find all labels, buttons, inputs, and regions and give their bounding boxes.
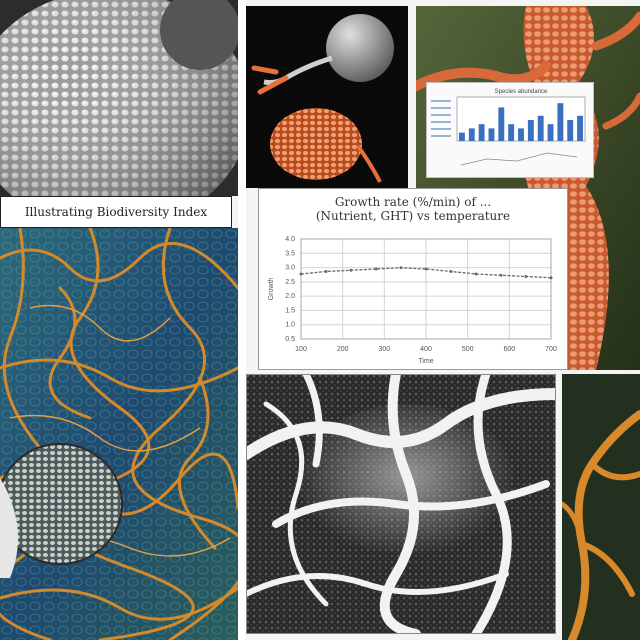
data-point [374,267,378,271]
column-divider [238,0,246,640]
data-point [399,266,403,270]
data-point [449,270,453,273]
figure-caption: Illustrating Biodiversity Index [0,196,232,228]
mini-bar [518,128,524,141]
textured-sphere-photo [0,0,240,196]
plot-area-frame [300,238,552,340]
mini-bar [458,132,465,141]
line-chart: 100 200 300 400 500 600 700 4.0 3.5 3.0 2.5 2.0 1.5 1… [268,236,557,365]
y-axis-label: Growth [268,278,275,301]
mini-bar-chart-card: Species abundance [426,82,594,178]
mini-bar [478,124,485,141]
y-tick-label: 3.0 [285,265,295,272]
y-tick-label: 2.5 [285,279,295,286]
y-tick-label: 2.0 [285,293,295,300]
figure-caption-text: Illustrating Biodiversity Index [24,205,208,219]
y-tick-label: 4.0 [285,236,295,243]
organism-photo [246,6,408,188]
data-point [524,275,528,278]
mini-bar [547,124,554,141]
mini-chart-title: Species abundance [495,89,548,95]
y-tick-label: 1.0 [285,322,295,329]
x-axis-label: Time [418,358,433,365]
mini-bar [508,124,515,141]
mini-bar [527,120,534,141]
chart-title-block: Growth rate (%/min) of ... (Nutrient, GH… [259,195,567,223]
mini-bar [567,120,574,141]
y-tick-label: 3.5 [285,250,295,257]
mini-bar [557,103,564,141]
x-tick-label: 400 [420,346,432,353]
vascular-network-photo [246,374,556,634]
x-tick-label: 300 [378,346,390,353]
mini-bar [577,115,584,141]
data-point [499,273,503,277]
data-point [349,268,353,272]
series-line [300,267,552,279]
x-tick-label: 700 [545,346,557,353]
data-point [549,276,553,280]
data-point [424,267,428,271]
x-tick-label: 200 [337,346,349,353]
mini-bar [488,128,495,141]
mini-bar [537,115,544,141]
mini-trend-line [460,152,578,166]
data-point [474,272,478,276]
y-tick-label: 1.5 [285,307,295,314]
chart-title: Growth rate (%/min) of ... [334,195,492,209]
mini-bar [468,128,475,141]
line-chart-card: Growth rate (%/min) of ... (Nutrient, GH… [258,188,568,370]
mini-bar-chart: Species abundance [431,89,586,166]
network-tissue-photo [0,228,238,640]
data-point [299,272,303,276]
data-point [324,270,328,273]
mini-bar [498,107,505,141]
x-tick-label: 600 [503,346,515,353]
x-tick-label: 100 [295,346,307,353]
branch-structure-photo [562,374,640,640]
y-tick-label: 0.5 [285,336,295,343]
chart-subtitle: (Nutrient, GHT) vs temperature [315,209,511,223]
x-tick-label: 500 [462,346,474,353]
